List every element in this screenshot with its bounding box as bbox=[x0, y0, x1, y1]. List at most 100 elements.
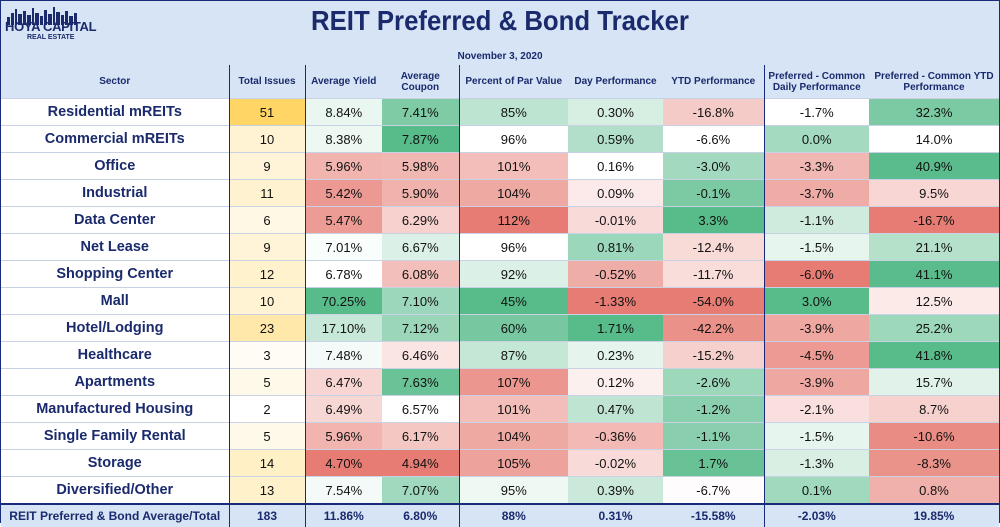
cell-percent-of-par: 105% bbox=[459, 450, 568, 477]
cell-pref-common-daily: -1.7% bbox=[764, 99, 869, 126]
column-header-average-coupon: Average Coupon bbox=[382, 65, 459, 99]
cell-pref-common-daily: -1.5% bbox=[764, 234, 869, 261]
cell-average-yield: 5.42% bbox=[305, 180, 382, 207]
page-title: REIT Preferred & Bond Tracker bbox=[41, 5, 959, 37]
cell-total-issues: 5 bbox=[229, 369, 305, 396]
cell-average-yield: 17.10% bbox=[305, 315, 382, 342]
cell-pref-common-daily: -3.7% bbox=[764, 180, 869, 207]
cell-average-coupon: 6.08% bbox=[382, 261, 459, 288]
cell-total-issues: 12 bbox=[229, 261, 305, 288]
cell-average-coupon: 7.63% bbox=[382, 369, 459, 396]
cell-average-yield: 7.54% bbox=[305, 477, 382, 505]
cell-percent-of-par: 101% bbox=[459, 153, 568, 180]
cell-pref-common-daily: 0.1% bbox=[764, 477, 869, 505]
cell-total-issues: 14 bbox=[229, 450, 305, 477]
cell-total-issues: 5 bbox=[229, 423, 305, 450]
cell-pref-common-daily: -2.1% bbox=[764, 396, 869, 423]
cell-average-coupon: 6.46% bbox=[382, 342, 459, 369]
cell-pref-common-daily: -1.3% bbox=[764, 450, 869, 477]
cell-pref-common-ytd: 9.5% bbox=[869, 180, 999, 207]
cell-day-performance: 0.23% bbox=[568, 342, 663, 369]
total-cell-sector: REIT Preferred & Bond Average/Total bbox=[1, 504, 229, 527]
cell-pref-common-daily: -4.5% bbox=[764, 342, 869, 369]
cell-ytd-performance: -12.4% bbox=[663, 234, 764, 261]
total-cell-pref-common-daily: -2.03% bbox=[764, 504, 869, 527]
cell-average-coupon: 6.17% bbox=[382, 423, 459, 450]
cell-total-issues: 13 bbox=[229, 477, 305, 505]
cell-pref-common-daily: -3.9% bbox=[764, 369, 869, 396]
cell-pref-common-ytd: 32.3% bbox=[869, 99, 999, 126]
total-cell-total-issues: 183 bbox=[229, 504, 305, 527]
column-header-ytd-performance: YTD Performance bbox=[663, 65, 764, 99]
cell-day-performance: -0.02% bbox=[568, 450, 663, 477]
cell-pref-common-ytd: 41.1% bbox=[869, 261, 999, 288]
cell-pref-common-ytd: -10.6% bbox=[869, 423, 999, 450]
column-header-pref-common-daily: Preferred - Common Daily Performance bbox=[764, 65, 869, 99]
cell-pref-common-ytd: 21.1% bbox=[869, 234, 999, 261]
cell-average-coupon: 5.98% bbox=[382, 153, 459, 180]
cell-day-performance: -0.52% bbox=[568, 261, 663, 288]
cell-average-coupon: 5.90% bbox=[382, 180, 459, 207]
cell-ytd-performance: 3.3% bbox=[663, 207, 764, 234]
cell-average-coupon: 7.12% bbox=[382, 315, 459, 342]
cell-average-yield: 8.84% bbox=[305, 99, 382, 126]
cell-sector: Apartments bbox=[1, 369, 229, 396]
cell-percent-of-par: 96% bbox=[459, 234, 568, 261]
cell-pref-common-ytd: 12.5% bbox=[869, 288, 999, 315]
cell-total-issues: 11 bbox=[229, 180, 305, 207]
cell-percent-of-par: 112% bbox=[459, 207, 568, 234]
total-cell-percent-of-par: 88% bbox=[459, 504, 568, 527]
cell-average-coupon: 7.87% bbox=[382, 126, 459, 153]
cell-pref-common-ytd: 15.7% bbox=[869, 369, 999, 396]
cell-ytd-performance: -16.8% bbox=[663, 99, 764, 126]
column-header-pref-common-ytd: Preferred - Common YTD Performance bbox=[869, 65, 999, 99]
cell-sector: Net Lease bbox=[1, 234, 229, 261]
cell-sector: Shopping Center bbox=[1, 261, 229, 288]
cell-average-yield: 6.78% bbox=[305, 261, 382, 288]
cell-pref-common-ytd: 40.9% bbox=[869, 153, 999, 180]
cell-day-performance: 0.30% bbox=[568, 99, 663, 126]
cell-average-coupon: 4.94% bbox=[382, 450, 459, 477]
cell-pref-common-daily: -3.9% bbox=[764, 315, 869, 342]
cell-ytd-performance: -1.2% bbox=[663, 396, 764, 423]
cell-average-yield: 5.96% bbox=[305, 153, 382, 180]
total-cell-day-performance: 0.31% bbox=[568, 504, 663, 527]
cell-day-performance: 0.09% bbox=[568, 180, 663, 207]
cell-total-issues: 3 bbox=[229, 342, 305, 369]
cell-average-coupon: 6.67% bbox=[382, 234, 459, 261]
cell-average-coupon: 6.57% bbox=[382, 396, 459, 423]
cell-total-issues: 23 bbox=[229, 315, 305, 342]
cell-ytd-performance: -11.7% bbox=[663, 261, 764, 288]
cell-ytd-performance: -0.1% bbox=[663, 180, 764, 207]
cell-percent-of-par: 95% bbox=[459, 477, 568, 505]
cell-average-coupon: 7.41% bbox=[382, 99, 459, 126]
cell-pref-common-daily: -1.1% bbox=[764, 207, 869, 234]
cell-percent-of-par: 107% bbox=[459, 369, 568, 396]
cell-day-performance: 0.12% bbox=[568, 369, 663, 396]
cell-average-coupon: 7.07% bbox=[382, 477, 459, 505]
column-header-percent-of-par: Percent of Par Value bbox=[459, 65, 568, 99]
cell-sector: Residential mREITs bbox=[1, 99, 229, 126]
cell-total-issues: 6 bbox=[229, 207, 305, 234]
cell-sector: Diversified/Other bbox=[1, 477, 229, 505]
cell-pref-common-ytd: 0.8% bbox=[869, 477, 999, 505]
cell-average-yield: 7.48% bbox=[305, 342, 382, 369]
cell-day-performance: 0.39% bbox=[568, 477, 663, 505]
cell-pref-common-ytd: -8.3% bbox=[869, 450, 999, 477]
cell-ytd-performance: -3.0% bbox=[663, 153, 764, 180]
cell-pref-common-daily: 0.0% bbox=[764, 126, 869, 153]
column-header-total-issues: Total Issues bbox=[229, 65, 305, 99]
cell-ytd-performance: -15.2% bbox=[663, 342, 764, 369]
